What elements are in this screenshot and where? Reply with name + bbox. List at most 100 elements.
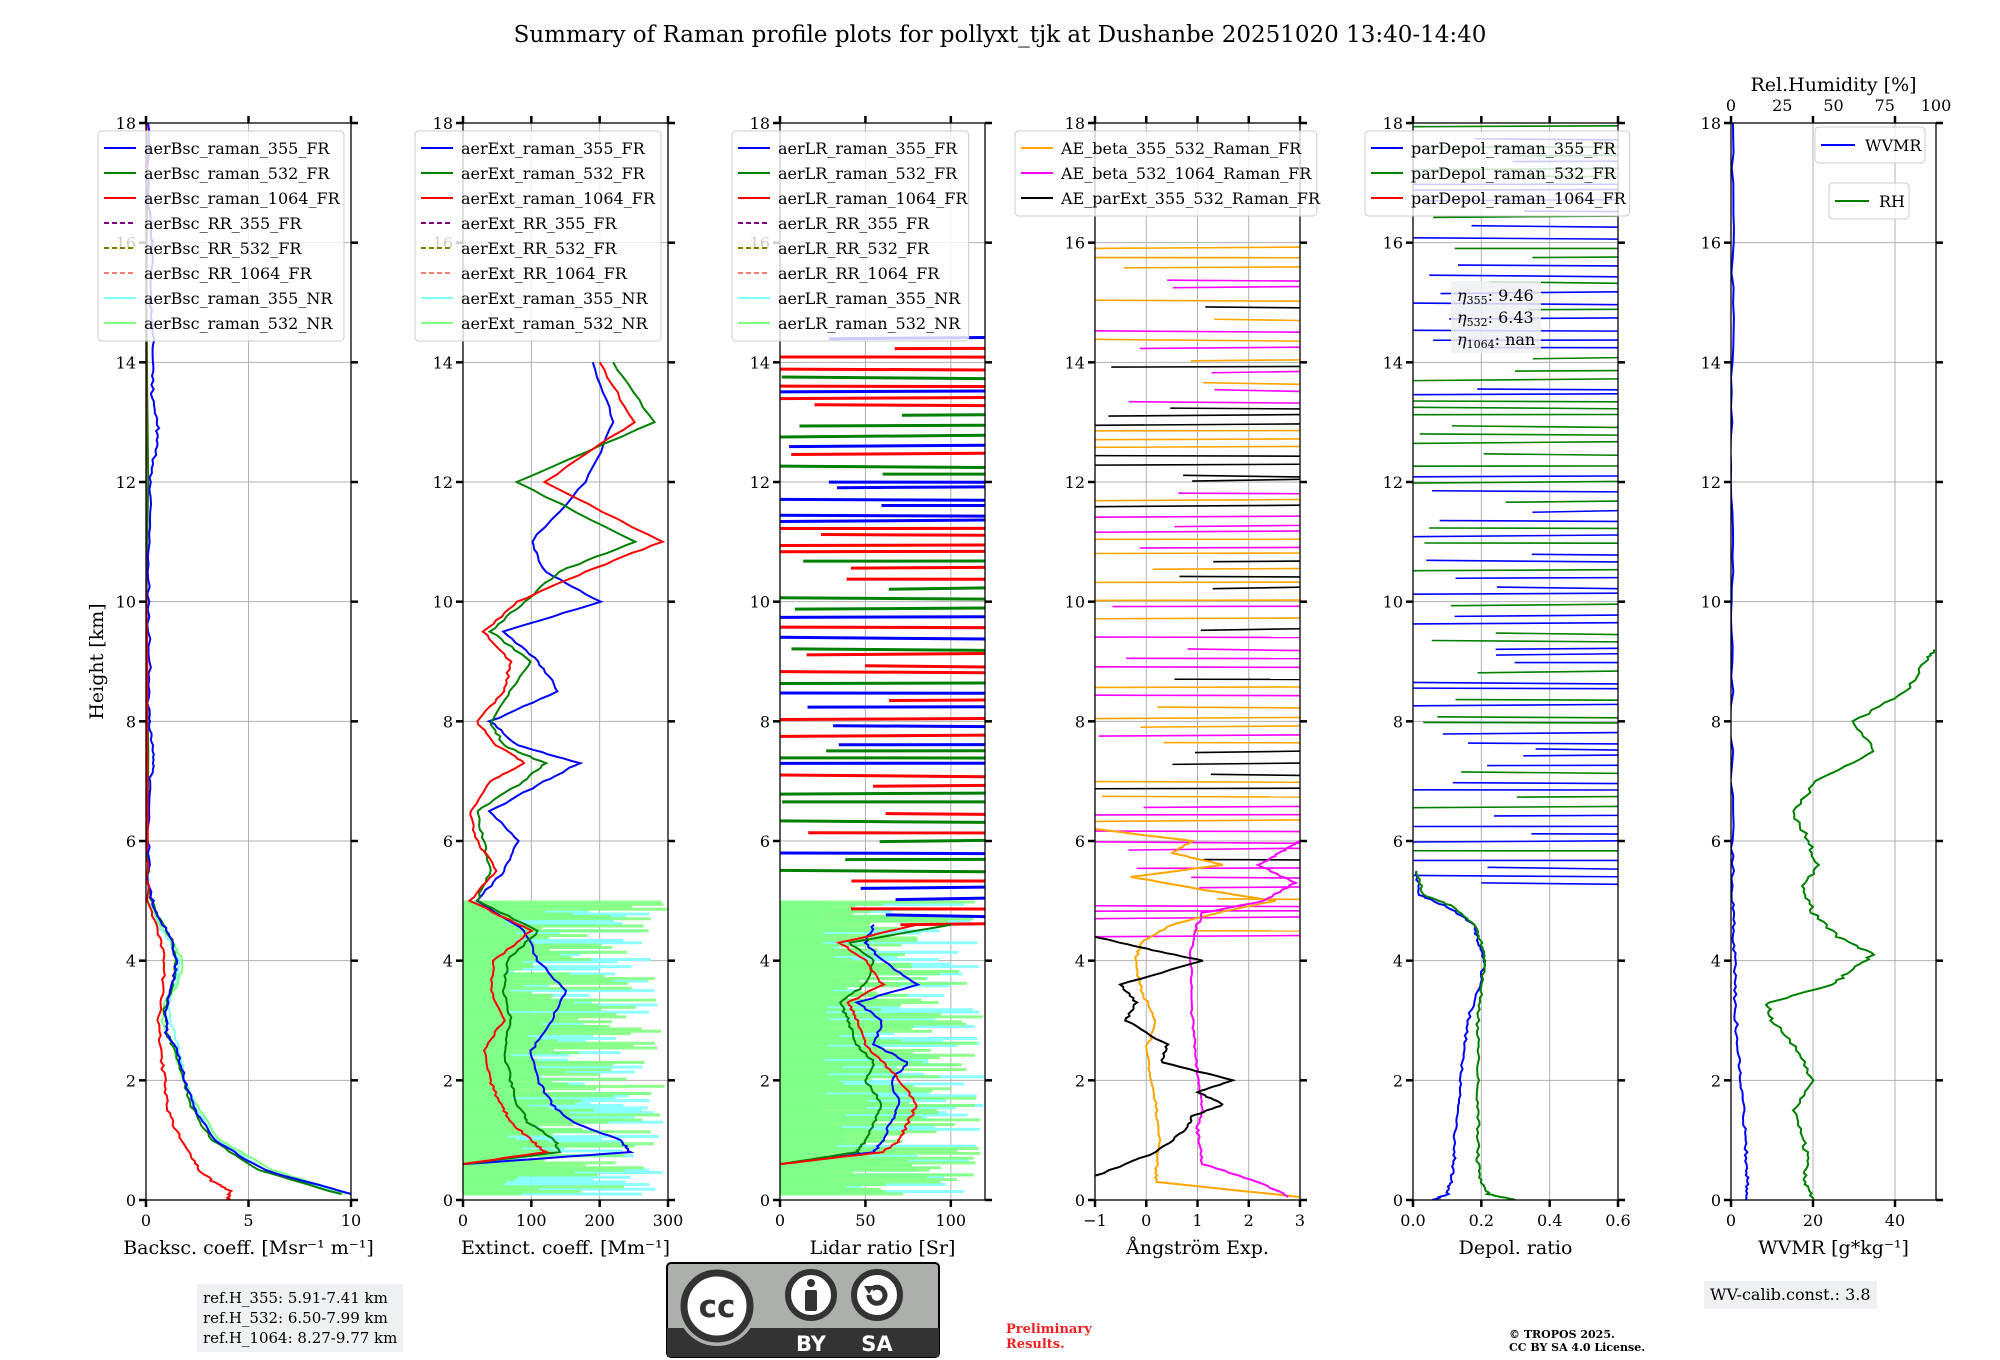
stripe-mark [1532,356,1618,360]
y-tick-label: 10 [116,593,136,612]
y-tick-label: 0 [126,1191,136,1210]
stripe-mark [1413,400,1618,403]
stripe-mark [1413,687,1618,690]
series-line-parDepol_raman_532_FR [1415,870,1516,1200]
stripe-mark [1095,338,1300,342]
y-tick-label: 2 [126,1071,136,1090]
legend-label-aerLR_raman_1064_FR: aerLR_raman_1064_FR [778,189,968,208]
stripe-mark [780,396,985,401]
stripe-mark [780,791,985,796]
cc-glyph: cc [699,1289,736,1325]
legend-label-aerExt_raman_1064_FR: aerExt_raman_1064_FR [461,189,656,208]
x-tick-label: 0 [775,1211,785,1230]
legend: aerBsc_raman_355_FR aerBsc_raman_532_FRae… [97,130,345,342]
stripe-mark [1413,480,1618,484]
series-line-aerBsc_raman_355_FR [146,123,351,1195]
y-tick-label: 10 [433,593,453,612]
stripe-mark [1455,576,1618,580]
y-tick-label: 2 [1393,1071,1403,1090]
x-axis-label: Lidar ratio [Sr] [810,1237,956,1259]
legend-label-AE_beta_355_532_Raman_FR: AE_beta_355_532_Raman_FR [1060,139,1302,158]
stripe-mark [1413,681,1618,685]
stripe-mark [1413,236,1618,240]
stripe-mark [1108,413,1300,417]
cc-icon [680,1269,754,1343]
y-tick-label: 14 [433,353,453,372]
stripe-mark [1128,400,1300,404]
legend-box [1014,130,1318,217]
legend-rh: RH [1828,182,1910,220]
x-tick-label: 20 [1803,1211,1823,1230]
y-tick-label: 14 [1701,353,1721,372]
stripe-mark [1496,652,1618,656]
stripe-mark [1191,876,1300,879]
stripe-mark [1477,670,1618,674]
stripe-mark [1095,530,1300,534]
legend-label-aerBsc_raman_355_FR: aerBsc_raman_355_FR [144,139,330,158]
stripe-mark [1139,346,1300,350]
stripe-mark [1457,264,1618,267]
stripe-mark [821,533,985,537]
figure-title: Summary of Raman profile plots for polly… [513,22,1487,48]
stripe-mark [1214,388,1300,393]
wv-calib-box: WV-calib.const.: 3.8 [1704,1281,1877,1309]
stripe-mark [780,819,985,824]
stripe-mark [1413,534,1618,538]
x-tick-label: 0.2 [1469,1211,1494,1230]
stripe-mark [1095,617,1300,620]
stripe-mark [1535,748,1618,751]
stripe-mark [1212,586,1300,590]
y-tick-label: 14 [116,353,136,372]
stripe-mark [1437,716,1618,719]
y-tick-label: 14 [750,353,770,372]
stripe-mark [1495,647,1618,651]
stripe-mark [1452,781,1618,785]
stripe-mark [1095,246,1300,250]
stripe-mark [1187,648,1300,652]
stripe-mark [865,664,985,669]
y-tick-label: 2 [443,1071,453,1090]
series-line-parDepol_raman_355_FR [1414,870,1487,1200]
copyright-line-1: © TROPOS 2025. [1509,1328,1615,1341]
stripe-mark [1413,703,1618,707]
series-line-AE_beta_532_1064_Raman_FR [1188,840,1300,1198]
stripe-mark [791,451,985,456]
stripe-mark [806,651,985,657]
series-line-aerBsc_raman_1064_FR [146,123,234,1200]
stripe-mark [1095,716,1300,720]
stripe-mark [860,885,985,890]
x-axis-label: Backsc. coeff. [Msr⁻¹ m⁻¹] [123,1237,374,1259]
y-tick-label: 8 [1075,712,1085,731]
panel-3: 024681012141618050100Lidar ratio [Sr]aer… [731,114,992,1259]
stripe-mark [1095,780,1300,784]
x-axis-label: Ångström Exp. [1125,1237,1269,1259]
stripe-mark [1495,632,1618,636]
legend-label-aerLR_raman_355_FR: aerLR_raman_355_FR [778,139,958,158]
x-tick-label: 10 [341,1211,361,1230]
stripe-mark [1095,666,1300,669]
stripe-mark [1157,706,1300,709]
y-tick-label: 2 [760,1071,770,1090]
stripe-mark [780,625,985,630]
series-line-AE_beta_355_532_Raman_FR [1095,828,1300,1198]
x-tick-label: 5 [243,1211,253,1230]
y-tick-label: 4 [1393,952,1403,971]
y-tick-label: 8 [1393,712,1403,731]
top-x-tick-label: 0 [1726,96,1736,115]
stripe-mark [1413,475,1618,478]
stripe-mark [1413,440,1618,445]
top-x-tick-label: 75 [1875,96,1895,115]
stripe-mark [791,647,985,652]
series-line-aerLR_raman_532_FR [780,923,951,1166]
legend: aerLR_raman_355_FR aerLR_raman_532_FR aerL… [731,130,970,342]
copyright-note: © TROPOS 2025. CC BY SA 4.0 License. [1509,1328,1645,1354]
y-tick-label: 6 [1075,832,1085,851]
legend-box [97,130,345,342]
series-line-WVMR [1731,123,1750,1200]
stripe-mark [1183,474,1300,478]
legend-label-aerExt_raman_532_FR: aerExt_raman_532_FR [461,164,646,183]
stripe-mark [1516,795,1618,798]
series-line-aerExt_raman_355_FR [463,361,635,1166]
legend-label-parDepol_raman_355_FR: parDepol_raman_355_FR [1411,139,1617,158]
